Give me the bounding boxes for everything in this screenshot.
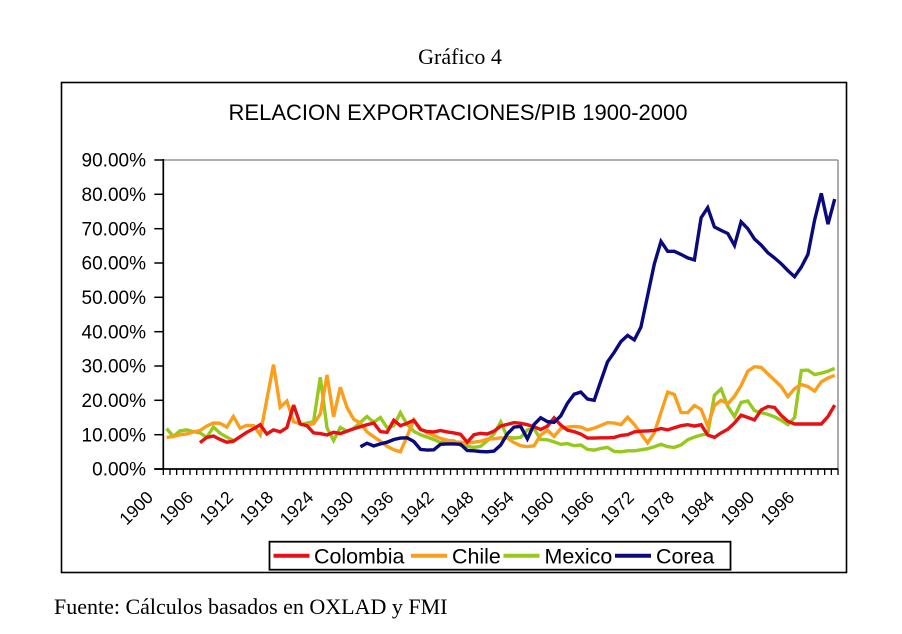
- svg-text:1942: 1942: [396, 487, 438, 529]
- svg-text:1948: 1948: [436, 487, 478, 529]
- svg-text:1936: 1936: [356, 487, 398, 529]
- svg-text:1960: 1960: [516, 487, 558, 529]
- svg-text:1906: 1906: [155, 487, 197, 529]
- svg-text:Mexico: Mexico: [545, 544, 613, 568]
- svg-text:1912: 1912: [195, 487, 237, 529]
- svg-text:70.00%: 70.00%: [82, 219, 147, 240]
- svg-text:50.00%: 50.00%: [82, 288, 147, 309]
- svg-text:1972: 1972: [596, 487, 638, 529]
- svg-text:Chile: Chile: [452, 544, 501, 568]
- svg-text:1984: 1984: [676, 487, 718, 529]
- svg-text:10.00%: 10.00%: [82, 425, 147, 446]
- svg-text:60.00%: 60.00%: [82, 254, 147, 275]
- svg-text:1966: 1966: [556, 487, 598, 529]
- svg-text:Colombia: Colombia: [314, 544, 404, 568]
- svg-text:20.00%: 20.00%: [82, 391, 147, 412]
- svg-text:90.00%: 90.00%: [82, 151, 147, 172]
- svg-text:1954: 1954: [476, 487, 518, 529]
- svg-text:1918: 1918: [236, 487, 278, 529]
- svg-text:0.00%: 0.00%: [92, 460, 146, 481]
- svg-text:40.00%: 40.00%: [82, 322, 147, 343]
- svg-text:1930: 1930: [316, 487, 358, 529]
- svg-text:30.00%: 30.00%: [82, 357, 147, 378]
- svg-text:Corea: Corea: [656, 544, 714, 568]
- svg-text:1900: 1900: [115, 487, 157, 529]
- svg-text:1996: 1996: [757, 487, 799, 529]
- svg-text:1990: 1990: [717, 487, 759, 529]
- svg-text:1924: 1924: [276, 487, 318, 529]
- svg-text:1978: 1978: [636, 487, 678, 529]
- svg-text:80.00%: 80.00%: [82, 185, 147, 206]
